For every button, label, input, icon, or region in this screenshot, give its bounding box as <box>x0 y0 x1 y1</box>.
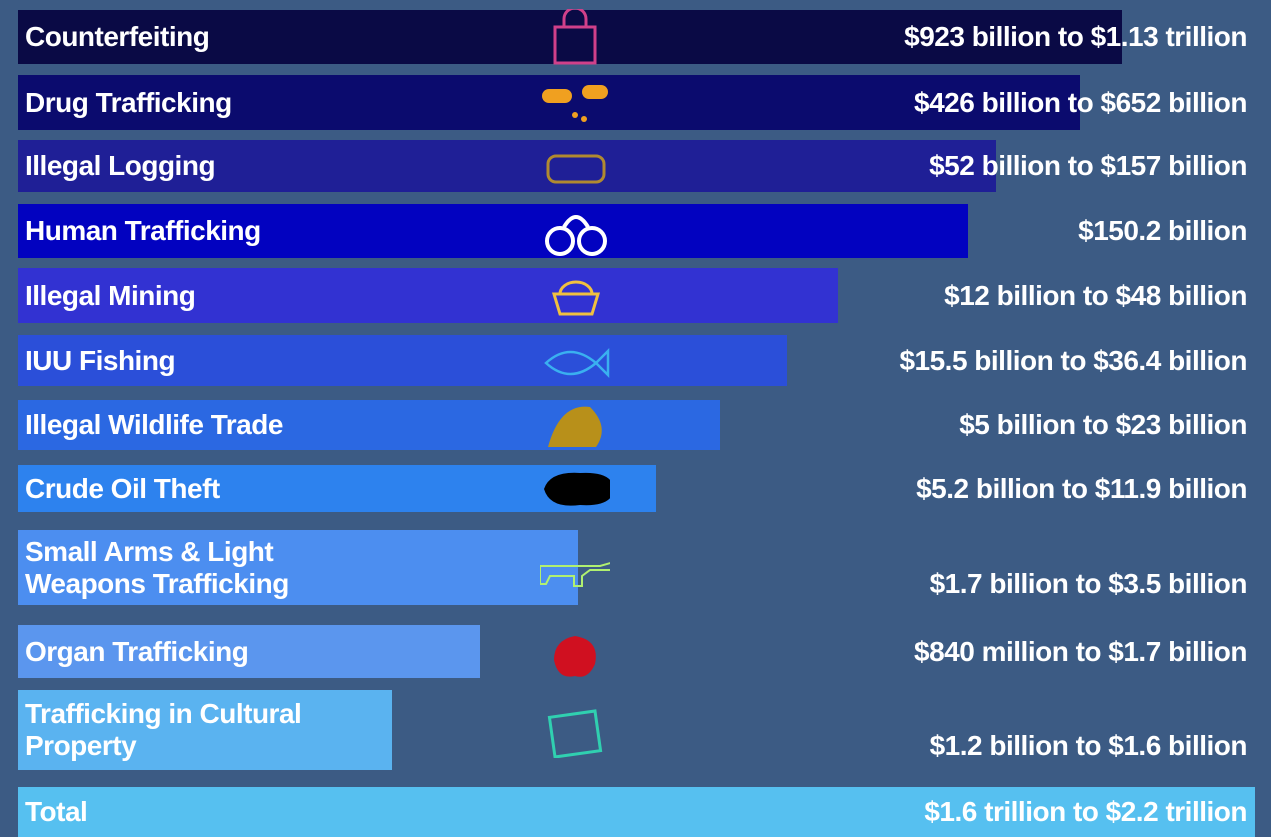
icon-graphic <box>553 6 597 65</box>
row-amount: $923 billion to $1.13 trillion <box>904 21 1247 52</box>
icon <box>540 138 610 194</box>
icon <box>540 333 610 389</box>
icon-graphic <box>545 215 607 256</box>
bar <box>18 204 968 258</box>
row-label: Illegal Mining <box>25 279 196 311</box>
row-amount: $5 billion to $23 billion <box>959 409 1247 440</box>
bar <box>18 530 578 605</box>
row-label: Total <box>25 796 88 827</box>
icon <box>540 203 610 259</box>
bar <box>18 625 480 678</box>
row-label: Organ Trafficking <box>25 635 249 667</box>
bar <box>18 787 1255 837</box>
icon <box>540 624 610 680</box>
row-amount: $150.2 billion <box>1078 215 1247 246</box>
icon <box>540 6 610 65</box>
icon-graphic <box>546 154 606 184</box>
icon <box>540 268 610 324</box>
row-amount: $12 billion to $48 billion <box>944 279 1247 311</box>
icon-graphic <box>547 709 603 759</box>
row-amount: $5.2 billion to $11.9 billion <box>916 472 1247 504</box>
row-label: Counterfeiting <box>25 21 210 52</box>
bar <box>18 268 838 323</box>
icon-graphic <box>548 406 602 447</box>
icon-graphic <box>544 472 614 506</box>
row-label: Human Trafficking <box>25 215 261 246</box>
row-label: Drug Trafficking <box>25 86 232 118</box>
row-amount: $1.6 trillion to $2.2 trillion <box>924 796 1247 827</box>
row-amount: $426 billion to $652 billion <box>914 86 1247 118</box>
icon <box>540 702 610 759</box>
row-amount: $15.5 billion to $36.4 billion <box>899 344 1247 376</box>
row-amount: $1.7 billion to $3.5 billion <box>929 567 1248 599</box>
icon-graphic <box>542 84 608 122</box>
icon-graphic <box>544 347 610 378</box>
icon <box>540 461 614 517</box>
bar <box>18 140 996 192</box>
icon <box>540 397 610 453</box>
bar <box>18 335 787 386</box>
row-amount: $1.2 billion to $1.6 billion <box>929 730 1248 761</box>
row-amount: $52 billion to $157 billion <box>929 150 1247 181</box>
icon <box>540 75 610 131</box>
icon-graphic <box>554 635 596 677</box>
bar <box>18 10 1122 64</box>
row-label: Crude Oil Theft <box>25 472 220 504</box>
row-label: Illegal Wildlife Trade <box>25 409 283 440</box>
icon-graphic <box>551 280 601 315</box>
row-amount: $840 million to $1.7 billion <box>914 635 1247 667</box>
bar <box>18 400 720 450</box>
icon-graphic <box>539 560 615 587</box>
row-label: IUU Fishing <box>25 344 176 376</box>
row-label: Small Arms & Light Weapons Trafficking <box>25 535 289 599</box>
bar <box>18 690 392 770</box>
icon <box>539 540 615 596</box>
row-label: Trafficking in Cultural Property <box>25 698 302 761</box>
row-label: Illegal Logging <box>25 150 216 181</box>
